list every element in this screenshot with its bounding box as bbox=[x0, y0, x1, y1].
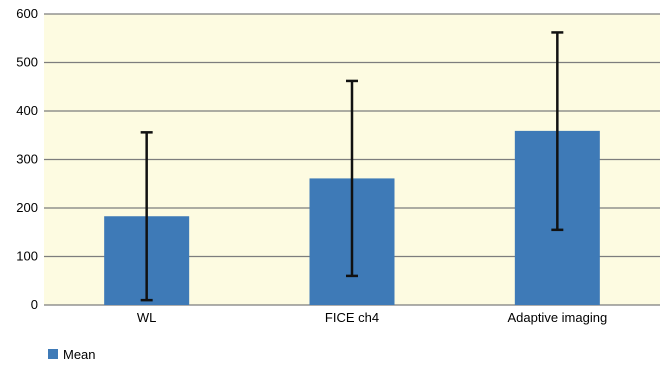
y-tick-label: 600 bbox=[16, 6, 38, 21]
error-bar bbox=[551, 31, 564, 232]
y-tick-label: 100 bbox=[16, 249, 38, 264]
y-tick-label: 0 bbox=[31, 297, 38, 312]
legend-label-mean: Mean bbox=[63, 347, 96, 362]
y-tick-label: 200 bbox=[16, 200, 38, 215]
y-tick-label: 500 bbox=[16, 55, 38, 70]
x-category-label: FICE ch4 bbox=[325, 310, 379, 325]
error-bar bbox=[346, 79, 358, 278]
x-category-label: Adaptive imaging bbox=[507, 310, 607, 325]
legend-swatch-mean bbox=[48, 349, 58, 359]
x-category-label: WL bbox=[137, 310, 157, 325]
y-axis-ticks: 0 100 200 300 400 500 600 bbox=[16, 6, 38, 312]
error-bars bbox=[140, 31, 564, 302]
error-bar bbox=[140, 131, 153, 302]
y-tick-label: 300 bbox=[16, 152, 38, 167]
legend: Mean bbox=[48, 347, 96, 362]
y-tick-label: 400 bbox=[16, 103, 38, 118]
x-axis-categories: WL FICE ch4 Adaptive imaging bbox=[137, 310, 607, 325]
